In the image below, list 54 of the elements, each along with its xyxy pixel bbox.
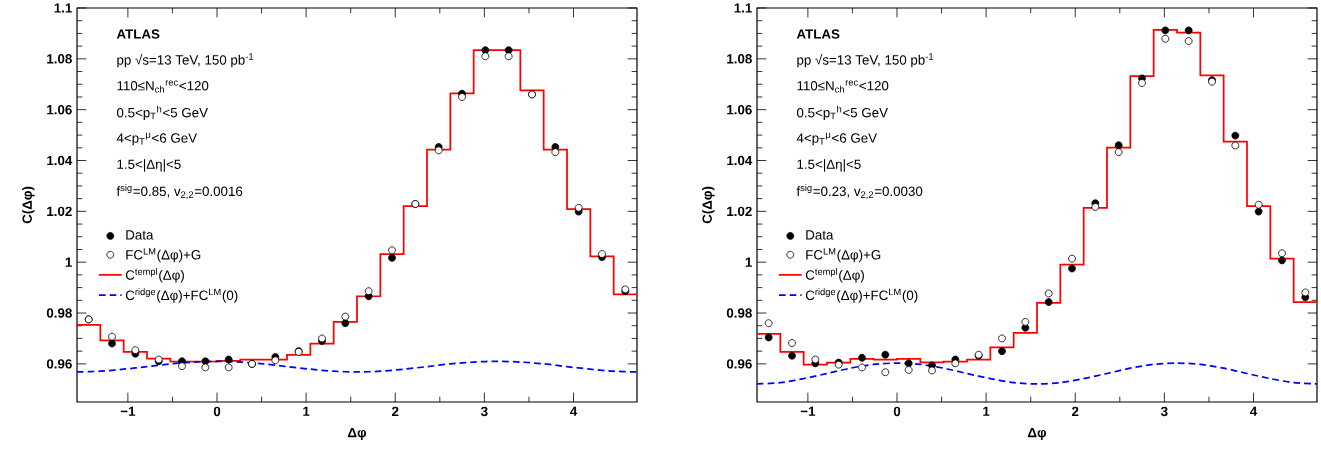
x-tick-label: 4 — [570, 406, 578, 416]
x-tick-label: −1 — [800, 406, 816, 416]
legend-label: C$^{ridge}$(Δφ)+FC$^{LM}$(0) — [125, 288, 238, 303]
x-tick-label: 0 — [213, 406, 221, 417]
annotation: ATLAS — [116, 29, 160, 39]
legend-label: FC$^{LM}$(Δφ)+G — [806, 248, 881, 263]
y-tick-label: 1 — [65, 257, 72, 267]
y-tick-label: 1.08 — [47, 54, 72, 64]
x-tick-label: 4 — [1250, 406, 1258, 416]
annotation: 0.5<p$_{T}$$^{h}$<5 GeV — [117, 105, 208, 121]
annotation: ATLAS — [796, 29, 840, 39]
y-tick-label: 0.96 — [726, 359, 752, 369]
x-axis-title: Δφ — [347, 427, 367, 440]
y-tick-label: 1.04 — [727, 155, 753, 166]
legend-label: FC$^{LM}$(Δφ)+G — [126, 248, 201, 263]
legend-label: Data — [806, 230, 834, 240]
x-tick-label: 2 — [1072, 406, 1079, 417]
legend-label: C$^{templ}$(Δφ) — [125, 268, 184, 283]
x-tick-label: 3 — [1160, 406, 1168, 417]
annotation: f$^{sig}$=0.85, v$_{2,2}$=0.0016 — [116, 184, 243, 200]
y-tick-label: 1.06 — [727, 104, 752, 115]
x-tick-label: 1 — [303, 406, 310, 416]
legend-label: Data — [126, 230, 154, 240]
y-tick-label: 1 — [745, 257, 752, 267]
y-tick-label: 1.02 — [727, 206, 752, 217]
annotation: 0.5<p$_{T}$$^{h}$<5 GeV — [797, 105, 888, 121]
x-tick-label: 3 — [480, 406, 488, 417]
annotation: f$^{sig}$=0.23, v$_{2,2}$=0.0030 — [796, 184, 923, 200]
annotation: 4<p$_{T}$$^{μ}$<6 GeV — [796, 132, 878, 146]
annotation: 110≤N$_{ch}$$^{rec}$<120 — [797, 80, 889, 93]
x-tick-label: −1 — [120, 406, 136, 416]
y-tick-label: 1.06 — [47, 104, 72, 115]
y-axis-title: C(Δφ) — [22, 186, 35, 224]
y-tick-label: 1.1 — [734, 3, 752, 13]
annotation: 110≤N$_{ch}$$^{rec}$<120 — [117, 80, 209, 93]
y-tick-label: 1.1 — [54, 3, 72, 13]
x-tick-label: 2 — [392, 406, 399, 417]
y-tick-label: 1.08 — [727, 54, 752, 64]
x-tick-label: 0 — [893, 406, 901, 417]
y-tick-label: 1.02 — [47, 206, 72, 217]
y-axis-title: C(Δφ) — [702, 186, 715, 224]
annotation: 1.5<|Δη|<5 — [117, 159, 181, 172]
y-tick-label: 0.96 — [46, 359, 72, 369]
annotation: pp √s=13 TeV, 150 pb$^{-1}$ — [797, 53, 934, 68]
annotation: 4<p$_{T}$$^{μ}$<6 GeV — [116, 132, 198, 146]
x-tick-label: 1 — [983, 406, 990, 416]
legend-label: C$^{ridge}$(Δφ)+FC$^{LM}$(0) — [805, 288, 918, 303]
y-tick-label: 0.98 — [726, 308, 752, 318]
annotation: 1.5<|Δη|<5 — [797, 159, 861, 172]
x-axis-title: Δφ — [1027, 427, 1047, 440]
annotation: pp √s=13 TeV, 150 pb$^{-1}$ — [117, 53, 254, 68]
y-tick-label: 1.04 — [47, 155, 73, 166]
legend-label: C$^{templ}$(Δφ) — [805, 268, 864, 283]
y-tick-label: 0.98 — [46, 308, 72, 318]
